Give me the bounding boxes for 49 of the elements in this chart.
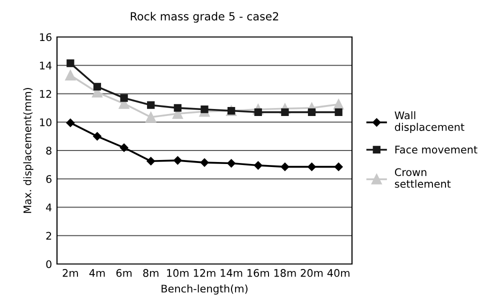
point: [308, 162, 316, 171]
point: [334, 162, 343, 171]
point: [146, 112, 156, 122]
x-tick-label: 8m: [143, 269, 158, 277]
point: [281, 108, 289, 116]
chart-title: Rock mass grade 5 - case2: [130, 12, 278, 23]
x-axis-title: Bench-length(m): [162, 284, 248, 295]
point: [200, 106, 208, 114]
point: [93, 132, 102, 140]
point: [333, 99, 344, 110]
x-tick-label: 20m: [300, 269, 323, 277]
y-tick-label: 6: [46, 175, 52, 183]
legend-label: Face movement: [395, 146, 478, 154]
point: [65, 70, 76, 81]
y-axis-title: Max. displacement(mm): [23, 88, 34, 213]
x-tick-label: 10m: [167, 269, 188, 277]
point: [334, 108, 342, 116]
y-tick-label: 16: [40, 33, 52, 42]
y-tick-label: 10: [40, 118, 52, 126]
point: [280, 162, 290, 171]
legend-label: Wall displacement: [394, 111, 464, 133]
point: [120, 144, 128, 152]
y-tick-label: 0: [46, 260, 52, 268]
x-tick-label: 12m: [194, 269, 216, 277]
point: [93, 82, 102, 90]
point: [146, 157, 155, 166]
x-tick-label: 16m: [248, 269, 269, 277]
x-tick-label: 2m: [62, 269, 78, 277]
point: [254, 161, 262, 170]
y-tick-label: 8: [46, 146, 52, 155]
point: [66, 118, 75, 127]
x-tick-label: 40m: [327, 269, 350, 277]
y-tick-label: 14: [40, 62, 52, 70]
point: [200, 158, 209, 167]
y-tick-label: 4: [46, 204, 52, 212]
point: [147, 101, 155, 109]
y-tick-label: 12: [40, 90, 52, 98]
x-tick-label: 18m: [274, 269, 296, 277]
legend-label: Crown settlement: [394, 168, 451, 188]
y-tick-label: 2: [46, 232, 52, 240]
x-tick-label: 4m: [89, 269, 105, 277]
point: [174, 104, 182, 112]
x-tick-label: 6m: [116, 269, 132, 277]
point: [120, 94, 128, 102]
point: [227, 159, 236, 168]
point: [66, 59, 74, 68]
point: [174, 156, 182, 165]
point: [308, 108, 316, 116]
x-tick-label: 14m: [220, 269, 242, 277]
